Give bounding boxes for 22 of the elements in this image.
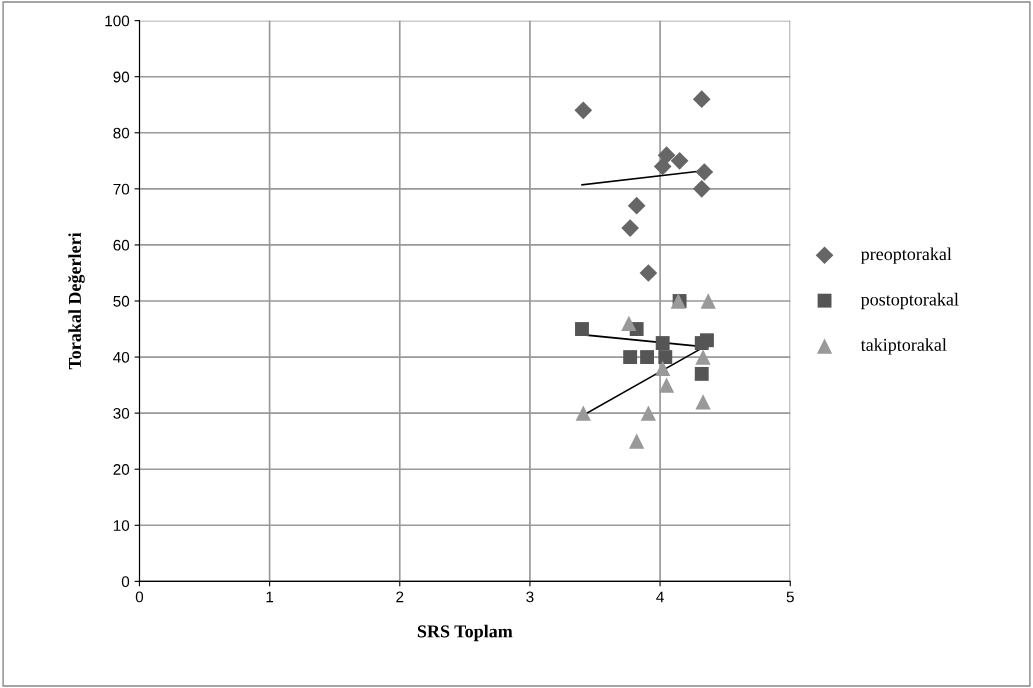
x-tick-label: 5 — [786, 591, 794, 603]
x-tick-label: 3 — [526, 591, 534, 603]
x-tick-label: 2 — [396, 591, 404, 603]
y-tick-label: 50 — [113, 295, 130, 307]
x-tick-label: 0 — [135, 591, 144, 603]
y-tick-label: 70 — [113, 183, 130, 195]
y-tick-label: 20 — [113, 464, 130, 475]
y-tick-label: 40 — [113, 351, 130, 363]
legend-label: takiptorakal — [860, 338, 947, 355]
x-axis-title: SRS Toplam — [417, 624, 513, 642]
y-tick-label: 80 — [113, 127, 130, 139]
y-tick-label: 30 — [113, 408, 130, 419]
y-tick-label: 60 — [113, 239, 130, 251]
x-tick-label: 4 — [656, 591, 664, 603]
x-tick-label: 1 — [266, 591, 274, 603]
y-axis-title: Torakal Değerleri — [68, 232, 85, 370]
y-tick-label: 10 — [113, 520, 130, 531]
y-tick-label: 100 — [105, 15, 130, 27]
legend-label: postoptorakal — [860, 292, 959, 310]
y-tick-label: 0 — [121, 576, 130, 588]
y-tick-label: 90 — [113, 71, 130, 83]
legend-label: preoptorakal — [860, 247, 952, 264]
